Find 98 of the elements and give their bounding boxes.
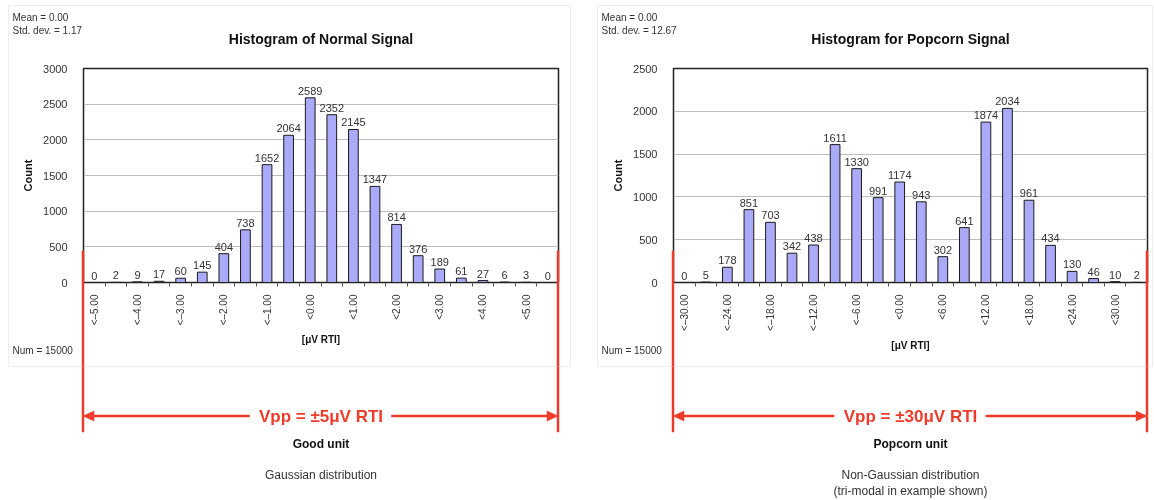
data-label: 943 — [912, 188, 931, 201]
data-label: 5 — [702, 269, 709, 282]
data-label: 404 — [214, 240, 234, 253]
x-tick-label: <4.00 — [477, 294, 489, 320]
x-tick-label: <–12.00 — [808, 294, 820, 331]
x-tick-label: <12.00 — [980, 294, 992, 326]
data-label: 0 — [544, 269, 551, 282]
x-tick-label: <–6.00 — [851, 294, 863, 326]
chart-title: Histogram for Popcorn Signal — [811, 30, 1010, 47]
data-label: 46 — [1087, 265, 1100, 278]
text: Gaussian distribution — [264, 467, 378, 482]
text: Num = 15000 — [601, 345, 663, 356]
data-label: 17 — [152, 268, 166, 281]
y-tick-label: 3000 — [43, 62, 68, 75]
data-label: 961 — [1019, 187, 1039, 200]
text: Std. dev. = 12.67 — [601, 24, 678, 36]
data-label: 738 — [236, 216, 255, 229]
data-label: 814 — [387, 211, 406, 224]
x-tick-label: <–30.00 — [678, 294, 690, 331]
chart-title: Histogram of Normal Signal — [228, 30, 414, 47]
data-label: 438 — [804, 232, 823, 245]
x-tick-label: <–3.00 — [175, 294, 187, 326]
data-label: 1652 — [254, 151, 280, 164]
text: Popcorn unit — [873, 436, 948, 451]
data-label: 178 — [718, 254, 737, 267]
y-tick-label: 2500 — [633, 62, 658, 75]
x-tick-label: <–1.00 — [261, 294, 273, 326]
x-tick-label: <–18.00 — [764, 294, 776, 331]
y-tick-label: 1000 — [43, 205, 68, 218]
data-label: 2 — [112, 269, 119, 282]
data-label: 376 — [408, 242, 428, 255]
text: Vpp = ±5μV RTI — [258, 407, 384, 426]
y-tick-label: 1500 — [43, 169, 68, 182]
y-tick-label: 2000 — [43, 133, 68, 146]
data-label: 2 — [1133, 269, 1140, 282]
data-label: 851 — [739, 196, 759, 209]
x-tick-label: <–24.00 — [721, 294, 733, 331]
data-label: 3 — [523, 269, 530, 282]
x-tick-label: <5.00 — [520, 294, 532, 320]
data-label: 2064 — [276, 122, 301, 135]
data-label: 9 — [134, 268, 141, 281]
data-label: 27 — [476, 267, 490, 280]
y-tick-label: 500 — [639, 233, 658, 246]
x-tick-label: <1.00 — [347, 294, 359, 320]
data-label: 1330 — [844, 155, 869, 168]
x-tick-label: <18.00 — [1023, 294, 1035, 326]
data-label: 0 — [681, 269, 688, 282]
x-tick-label: <30.00 — [1109, 294, 1121, 326]
data-label: 189 — [430, 256, 449, 269]
data-label: 1174 — [887, 169, 912, 182]
data-label: 2034 — [995, 95, 1020, 108]
data-label: 2352 — [319, 101, 345, 114]
x-axis-title: [μV RTI] — [891, 339, 930, 351]
y-tick-label: 0 — [651, 276, 658, 289]
text: Non-Gaussian distribution — [841, 467, 980, 482]
data-label: 130 — [1062, 258, 1082, 271]
text: Good unit — [292, 436, 350, 451]
text: Num = 15000 — [12, 345, 74, 356]
y-axis-title: Count — [612, 159, 625, 192]
y-tick-label: 0 — [61, 276, 68, 289]
text: Std. dev. = 1.17 — [12, 24, 83, 36]
x-tick-label: <–2.00 — [218, 294, 230, 326]
x-tick-label: <24.00 — [1066, 294, 1078, 326]
x-tick-label: <2.00 — [391, 294, 403, 320]
data-label: 1347 — [362, 173, 388, 186]
x-axis-title: [μV RTI] — [301, 334, 341, 346]
data-label: 6 — [501, 269, 508, 282]
data-label: 434 — [1041, 232, 1060, 245]
data-label: 2589 — [297, 84, 323, 97]
data-label: 641 — [955, 214, 974, 227]
data-label: 61 — [455, 265, 468, 278]
x-tick-label: <3.00 — [434, 294, 446, 320]
y-tick-label: 1500 — [633, 148, 658, 161]
data-label: 302 — [933, 243, 952, 256]
y-tick-label: 500 — [49, 240, 68, 253]
y-tick-label: 2500 — [43, 98, 68, 111]
data-label: 2145 — [341, 116, 366, 129]
data-label: 0 — [91, 269, 98, 282]
text: (tri-modal in example shown) — [833, 483, 988, 498]
x-tick-label: <0.00 — [894, 294, 906, 320]
data-label: 10 — [1109, 268, 1122, 281]
data-label: 1611 — [823, 131, 847, 144]
text: Vpp = ±30μV RTI — [843, 407, 978, 426]
x-tick-label: <6.00 — [937, 294, 949, 320]
text: Mean = 0.00 — [601, 11, 658, 23]
y-axis-title: Count — [22, 159, 35, 192]
data-label: 60 — [174, 265, 187, 278]
data-label: 703 — [761, 209, 780, 222]
data-label: 342 — [782, 240, 802, 253]
data-label: 1874 — [973, 109, 999, 122]
x-tick-label: <–5.00 — [88, 294, 100, 326]
x-tick-label: <0.00 — [304, 294, 316, 320]
y-tick-label: 1000 — [633, 190, 658, 203]
text: Mean = 0.00 — [12, 11, 69, 23]
x-tick-label: <–4.00 — [131, 294, 143, 326]
y-tick-label: 2000 — [633, 105, 658, 118]
data-label: 991 — [869, 184, 888, 197]
data-label: 145 — [193, 259, 212, 272]
